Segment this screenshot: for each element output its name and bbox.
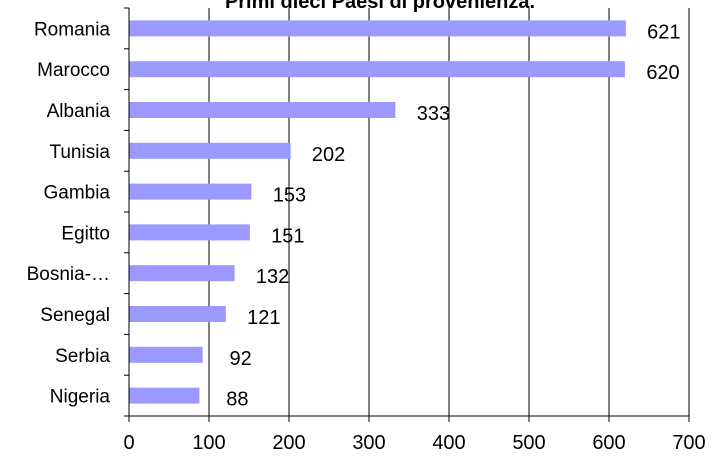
data-label-8: 92 [229,348,251,370]
data-label-7: 121 [247,307,280,329]
x-tick-label-0: 0 [123,432,134,454]
x-tick-label-700: 700 [672,432,705,454]
x-tick-label-200: 200 [272,432,305,454]
category-label-5: Egitto [61,223,110,244]
bar-0 [129,20,626,37]
bar-3 [129,142,291,159]
data-label-1: 620 [646,62,679,84]
data-label-5: 151 [271,225,304,247]
x-tick-label-600: 600 [592,432,625,454]
category-label-3: Tunisia [49,142,110,163]
data-label-2: 333 [417,103,450,125]
bar-4 [129,183,252,200]
data-label-9: 88 [226,389,248,411]
data-label-3: 202 [312,144,345,166]
bar-8 [129,346,203,363]
x-tick-label-100: 100 [192,432,225,454]
data-label-0: 621 [647,21,680,43]
chart-title: Primi dieci Paesi di provenienza. [225,0,535,13]
category-label-7: Senegal [40,305,110,326]
bar-5 [129,224,250,241]
category-label-8: Serbia [55,346,110,367]
data-label-6: 132 [256,266,289,288]
x-tick-label-300: 300 [352,432,385,454]
category-label-0: Romania [34,19,110,40]
category-label-1: Marocco [37,60,110,81]
x-tick-label-400: 400 [432,432,465,454]
category-label-4: Gambia [43,183,110,204]
x-tick-label-500: 500 [512,432,545,454]
category-label-6: Bosnia-… [27,264,110,285]
bar-7 [129,306,226,322]
bar-6 [129,265,235,282]
category-label-9: Nigeria [50,387,111,408]
category-label-2: Albania [47,101,111,122]
bar-2 [129,102,396,118]
data-label-4: 153 [273,185,306,207]
bar-1 [129,61,625,78]
bar-9 [129,387,200,404]
